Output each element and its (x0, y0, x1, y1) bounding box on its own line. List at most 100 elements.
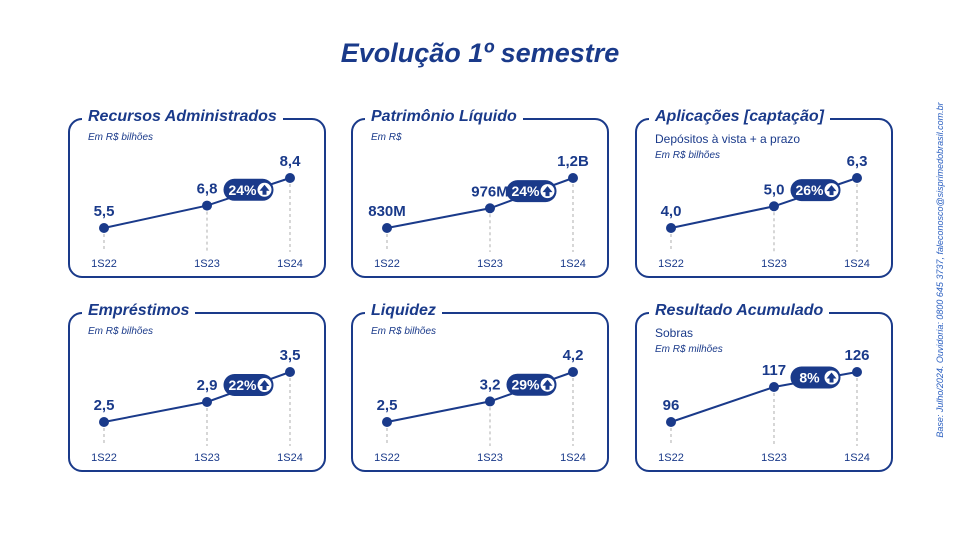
data-point (285, 173, 295, 183)
arrow-up-icon-shape (542, 379, 553, 390)
card-unit: Em R$ (371, 132, 402, 143)
data-point (382, 223, 392, 233)
data-label: 126 (844, 347, 869, 364)
card-liquidez: Liquidez Em R$ bilhões 2,5 1S22 3,2 1S23 4,2… (351, 302, 609, 472)
card-unit: Em R$ bilhões (371, 326, 437, 337)
data-label: 5,0 (764, 181, 785, 198)
growth-badge: 8% (790, 366, 841, 389)
data-point (285, 367, 295, 377)
arrow-up-icon-shape (259, 184, 270, 195)
card-title: Aplicações [captação] (649, 108, 830, 126)
line-chart: 830M 1S22 976M 1S23 1,2B 1S24 24% (368, 153, 589, 270)
data-point (568, 173, 578, 183)
data-point (852, 173, 862, 183)
data-point (485, 203, 495, 214)
data-point (485, 396, 495, 407)
card-emprestimos: Empréstimos Em R$ bilhões 2,5 1S22 2,9 1S23… (68, 302, 326, 472)
page-title: Evolução 1º semestre (340, 38, 620, 68)
x-tick-label: 1S23 (477, 452, 503, 464)
card-unit: Em R$ milhões (655, 344, 723, 355)
card-title: Liquidez (365, 302, 442, 320)
arrow-up-icon-shape (826, 185, 837, 196)
badge-label: 24% (511, 183, 540, 199)
data-point (769, 201, 779, 212)
arrow-up-icon-shape (259, 380, 270, 390)
data-point (99, 417, 109, 427)
data-label: 976M (471, 183, 509, 200)
badge-label: 26% (795, 182, 824, 198)
card-subtitle: Depósitos à vista + a prazo (655, 132, 801, 146)
x-tick-label: 1S22 (91, 258, 117, 270)
data-point (666, 417, 676, 427)
growth-badge: 29% (506, 373, 557, 396)
card-title: Recursos Administrados (82, 108, 283, 126)
growth-badge: 26% (790, 179, 841, 202)
arrow-up-icon (540, 184, 555, 199)
card-unit: Em R$ bilhões (655, 150, 721, 161)
card-patrimonio-liquido: Patrimônio Líquido Em R$ 830M 1S22 976M 1S2… (351, 108, 609, 278)
card-title: Resultado Acumulado (649, 302, 830, 320)
data-point (769, 382, 779, 392)
line-chart: 5,5 1S22 6,8 1S23 8,4 1S24 24% (91, 153, 303, 270)
arrow-up-icon (257, 182, 272, 197)
card-recursos-administrados: Recursos Administrados Em R$ bilhões 5,5… (68, 108, 326, 278)
x-tick-label: 1S23 (761, 452, 787, 464)
arrow-up-icon-shape (542, 186, 553, 197)
card-resultado-acumulado: Resultado Acumulado Sobras Em R$ milhões… (635, 302, 893, 472)
x-tick-label: 1S24 (277, 452, 303, 464)
x-tick-label: 1S24 (560, 452, 586, 464)
data-label: 830M (368, 203, 406, 220)
growth-badge: 22% (223, 374, 274, 396)
data-label: 96 (663, 397, 680, 414)
data-label: 2,5 (377, 397, 398, 414)
data-label: 6,8 (197, 181, 218, 198)
data-point (852, 367, 862, 377)
data-label: 8,4 (280, 153, 302, 170)
data-point (666, 223, 676, 233)
arrow-up-icon (257, 378, 272, 392)
badge-label: 8% (799, 370, 820, 386)
arrow-up-icon (540, 377, 555, 392)
x-tick-label: 1S22 (374, 258, 400, 270)
x-tick-label: 1S24 (844, 258, 870, 270)
line-chart: 2,5 1S22 2,9 1S23 3,5 1S24 22% (91, 347, 303, 464)
data-point (202, 397, 212, 407)
data-label: 4,2 (563, 347, 584, 364)
card-aplicacoes-captacao: Aplicações [captação] Depósitos à vista … (635, 108, 893, 278)
data-label: 6,3 (847, 153, 868, 170)
data-point (568, 367, 578, 377)
data-label: 1,2B (557, 153, 589, 170)
card-title: Patrimônio Líquido (365, 108, 523, 126)
data-point (382, 417, 392, 427)
data-label: 3,2 (480, 376, 501, 393)
card-subtitle: Sobras (655, 326, 694, 340)
growth-badge: 24% (223, 178, 274, 201)
x-tick-label: 1S22 (658, 258, 684, 270)
badge-label: 24% (228, 182, 257, 198)
badge-label: 22% (228, 377, 257, 393)
x-tick-label: 1S23 (761, 258, 787, 270)
x-tick-label: 1S24 (277, 258, 303, 270)
footer-note: Base: Julho/2024. Ouvidoria: 0800 645 37… (935, 102, 945, 438)
arrow-up-icon (824, 370, 839, 385)
arrow-up-icon (824, 183, 839, 198)
line-chart: 4,0 1S22 5,0 1S23 6,3 1S24 26% (658, 153, 870, 270)
data-label: 3,5 (280, 347, 301, 364)
x-tick-label: 1S22 (91, 452, 117, 464)
x-tick-label: 1S24 (844, 452, 870, 464)
badge-label: 29% (511, 377, 540, 393)
data-point (202, 200, 212, 211)
x-tick-label: 1S23 (477, 258, 503, 270)
data-label: 4,0 (661, 203, 682, 220)
x-tick-label: 1S23 (194, 258, 220, 270)
data-label: 5,5 (94, 203, 115, 220)
data-label: 2,9 (197, 377, 218, 394)
x-tick-label: 1S23 (194, 452, 220, 464)
x-tick-label: 1S22 (658, 452, 684, 464)
growth-badge: 24% (506, 180, 557, 203)
line-chart: 96 1S22 117 1S23 126 1S24 8% (658, 347, 870, 464)
x-tick-label: 1S24 (560, 258, 586, 270)
arrow-up-icon-shape (826, 372, 837, 383)
card-unit: Em R$ bilhões (88, 132, 154, 143)
x-tick-label: 1S22 (374, 452, 400, 464)
